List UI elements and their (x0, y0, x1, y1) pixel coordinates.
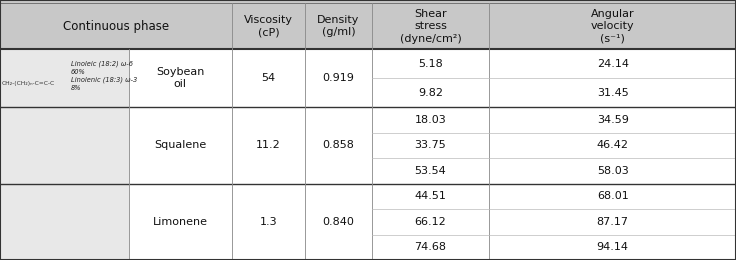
Text: 0.858: 0.858 (322, 140, 355, 151)
Text: 33.75: 33.75 (414, 140, 447, 151)
Text: 18.03: 18.03 (414, 115, 447, 125)
Text: 24.14: 24.14 (597, 59, 629, 69)
Text: 11.2: 11.2 (256, 140, 281, 151)
Text: Angular
velocity
(s⁻¹): Angular velocity (s⁻¹) (591, 9, 634, 44)
Text: 94.14: 94.14 (597, 242, 629, 252)
Bar (0, 49, 129, 107)
Text: 0.919: 0.919 (322, 73, 355, 83)
Text: 34.59: 34.59 (597, 115, 629, 125)
Text: 31.45: 31.45 (597, 88, 629, 98)
Bar (0, 107, 129, 184)
Text: 0.840: 0.840 (322, 217, 355, 227)
Text: Continuous phase: Continuous phase (63, 20, 169, 33)
Text: 54: 54 (261, 73, 276, 83)
Text: 58.03: 58.03 (597, 166, 629, 176)
Text: Squalene: Squalene (155, 140, 206, 151)
Text: Density
(g/ml): Density (g/ml) (317, 15, 360, 37)
Text: 66.12: 66.12 (414, 217, 447, 227)
Bar (0, 184, 736, 260)
Bar (0, 3, 736, 49)
Text: 1.3: 1.3 (260, 217, 277, 227)
Bar (0, 0, 736, 3)
Text: 68.01: 68.01 (597, 191, 629, 201)
Text: 53.54: 53.54 (414, 166, 447, 176)
Text: 9.82: 9.82 (418, 88, 443, 98)
Text: Soybean
oil: Soybean oil (156, 67, 205, 89)
Text: Limonene: Limonene (153, 217, 208, 227)
Text: Linoleic (18:2) ω-6
60%
Linolenic (18:3) ω-3
8%: Linoleic (18:2) ω-6 60% Linolenic (18:3)… (71, 60, 137, 91)
Text: Shear
stress
(dyne/cm²): Shear stress (dyne/cm²) (400, 9, 461, 44)
Text: CH₂-(CH₂)ₙ-C=C-C: CH₂-(CH₂)ₙ-C=C-C (1, 81, 54, 86)
Text: 87.17: 87.17 (597, 217, 629, 227)
Text: 44.51: 44.51 (414, 191, 447, 201)
Text: Viscosity
(cP): Viscosity (cP) (244, 15, 293, 37)
Text: 74.68: 74.68 (414, 242, 447, 252)
Bar (0, 107, 736, 184)
Text: 46.42: 46.42 (597, 140, 629, 151)
Bar (0, 184, 129, 260)
Bar (0, 49, 736, 107)
Text: 5.18: 5.18 (418, 59, 443, 69)
